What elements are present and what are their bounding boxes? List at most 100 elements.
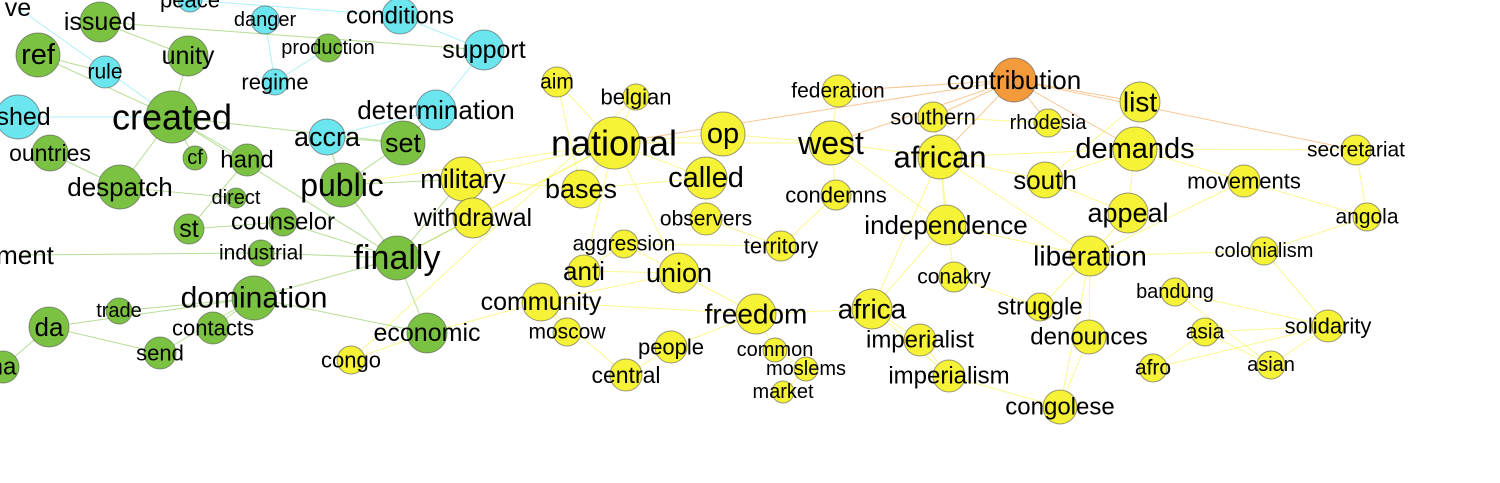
node-label-struggle: struggle (997, 294, 1082, 321)
node-label-conditions: conditions (346, 3, 454, 30)
node-label-accra: accra (294, 122, 361, 152)
node-finally (374, 235, 420, 281)
node-label-created: created (112, 97, 232, 138)
node-label-colonialism: colonialism (1215, 240, 1314, 262)
edge-finally-domination (253, 257, 398, 299)
node-conditions (381, 0, 419, 35)
node-common (762, 337, 788, 363)
edge-solidarity-bandung (1174, 291, 1329, 327)
node-label-west: west (797, 125, 864, 161)
node-struggle (1025, 292, 1055, 322)
node-community (521, 282, 561, 322)
node-label-lished: lished (0, 103, 51, 131)
node-label-anti: anti (563, 256, 605, 286)
node-label-people: people (638, 335, 704, 360)
edge-union-community (540, 272, 680, 303)
node-congo (336, 345, 366, 375)
node-market (771, 380, 795, 404)
edge-african-liberation (939, 156, 1091, 257)
node-label-congolese: congolese (1005, 394, 1114, 421)
edge-domination-trade (118, 297, 255, 312)
node-list (1119, 81, 1161, 123)
node-label-condemns: condemns (785, 183, 887, 208)
node-label-aim: aim (540, 71, 574, 94)
node-belgian (622, 83, 650, 111)
node-freedom (735, 293, 777, 335)
node-rule (88, 55, 122, 89)
node-label-community: community (481, 288, 602, 316)
node-label-freedom: freedom (705, 299, 808, 330)
node-label-counselor: counselor (231, 209, 335, 236)
node-rhodesia (1033, 108, 1063, 138)
node-label-ve: ve (5, 0, 31, 22)
node-label-moslems: moslems (766, 358, 846, 380)
node-label-st: st (179, 215, 199, 243)
node-label-economic: economic (374, 319, 481, 347)
node-withdrawal (452, 197, 494, 239)
node-imperialist (903, 323, 937, 357)
node-label-africa: africa (838, 294, 907, 325)
node-people (654, 330, 688, 364)
node-label-afro: afro (1135, 357, 1171, 380)
node-label-bases: bases (545, 174, 617, 204)
node-territory (765, 230, 797, 262)
node-denounces (1071, 319, 1107, 355)
node-south (1026, 161, 1064, 199)
node-danger (250, 5, 280, 35)
node-da (28, 306, 70, 348)
edge-imperialism-congolese (948, 375, 1061, 408)
node-contacts (196, 311, 230, 345)
node-ref (15, 32, 61, 78)
edge-angola-movements (1243, 180, 1368, 218)
edge-domination-da (48, 297, 255, 328)
node-label-secretariat: secretariat (1307, 139, 1405, 162)
node-label-federation: federation (791, 80, 884, 103)
node-movements (1227, 164, 1261, 198)
node-label-military: military (420, 164, 506, 194)
node-label-support: support (442, 36, 525, 64)
node-label-danger: danger (234, 9, 297, 31)
node-observers (689, 202, 723, 236)
node-support (463, 29, 505, 71)
edge-created-set (171, 116, 404, 144)
node-label-appeal: appeal (1087, 198, 1168, 228)
node-label-rhodesia: rhodesia (1010, 112, 1088, 134)
node-label-african: african (893, 140, 986, 175)
node-called (684, 156, 728, 200)
edge-liberation-colonialism (1089, 250, 1265, 257)
node-label-observers: observers (660, 208, 752, 231)
edge-national-withdrawal (472, 142, 615, 219)
edge-contribution-national (613, 79, 1015, 144)
edge-st-counselor (188, 221, 284, 230)
node-set (380, 120, 426, 166)
node-label-market: market (752, 381, 814, 403)
node-despatch (97, 164, 143, 210)
edge-african-demands (939, 148, 1136, 158)
node-label-peace: peace (160, 0, 220, 13)
node-determination (415, 89, 457, 131)
node-label-public: public (300, 167, 384, 203)
node-federation (821, 74, 855, 108)
node-contribution (991, 57, 1037, 103)
edge-solidarity-afro (1152, 325, 1329, 369)
node-label-aggression: aggression (573, 233, 676, 256)
edge-rhodesia-southern (932, 116, 1049, 124)
node-central (609, 358, 643, 392)
edge-contribution-federation (837, 79, 1015, 92)
node-label-imperialism: imperialism (888, 363, 1009, 390)
node-label-regime: regime (241, 70, 308, 95)
node-label-determination: determination (357, 95, 515, 125)
node-label-moscow: moscow (528, 321, 606, 344)
node-label-rule: rule (87, 61, 122, 84)
node-label-asia: asia (1186, 321, 1225, 344)
node-label-liberation: liberation (1033, 241, 1147, 272)
edge-finally-created (171, 116, 398, 259)
node-public (319, 162, 365, 208)
edge-issued-support (99, 21, 485, 51)
node-label-set: set (385, 128, 422, 158)
node-label-conakry: conakry (917, 266, 991, 289)
node-bandung (1160, 277, 1190, 307)
node-label-ref: ref (21, 39, 56, 71)
node-label-direct: direct (212, 187, 261, 209)
node-label-called: called (668, 162, 744, 194)
